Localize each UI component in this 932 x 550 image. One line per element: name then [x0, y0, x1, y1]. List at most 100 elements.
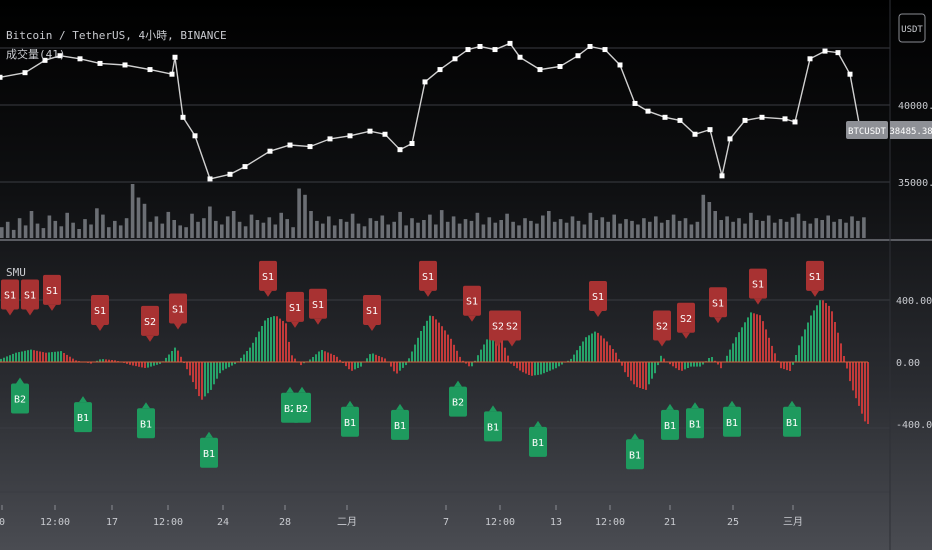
- smu-bar: [129, 362, 131, 365]
- volume-bar: [261, 222, 266, 238]
- smu-bar: [807, 322, 809, 362]
- volume-bar: [624, 219, 628, 238]
- smu-bar: [810, 315, 812, 362]
- currency-badge[interactable]: USDT: [898, 13, 926, 43]
- smu-bar: [459, 356, 461, 362]
- smu-bar: [648, 362, 650, 385]
- price-candle: [77, 56, 83, 62]
- smu-axis[interactable]: 400.00 0.00 -400.00: [896, 296, 932, 431]
- volume-bar: [142, 203, 147, 238]
- smu-bar: [354, 362, 356, 370]
- smu-bar: [240, 357, 242, 362]
- smu-bar: [663, 358, 665, 362]
- smu-bar: [147, 362, 149, 368]
- buy-signal-marker: B2: [293, 386, 311, 423]
- smu-bar: [42, 352, 44, 362]
- smu-bar: [639, 362, 641, 388]
- svg-text:B1: B1: [344, 418, 356, 429]
- volume-bar: [309, 211, 313, 238]
- volume-bar: [124, 218, 129, 238]
- smu-bar: [429, 315, 431, 362]
- smu-bar: [693, 362, 695, 367]
- smu-bar: [660, 355, 662, 362]
- smu-bar: [537, 362, 539, 375]
- smu-bar: [165, 357, 167, 362]
- volume-bar: [505, 213, 509, 238]
- smu-indicator-title: SMU: [6, 266, 26, 279]
- price-candle: [192, 133, 198, 139]
- smu-bar: [126, 362, 128, 364]
- price-candle: [557, 64, 563, 69]
- smu-bar: [849, 362, 851, 382]
- smu-bar: [669, 362, 671, 365]
- volume-bar: [338, 219, 343, 238]
- smu-bar: [855, 362, 857, 399]
- volume-bar: [618, 223, 622, 238]
- volume-bar: [434, 224, 438, 238]
- smu-bar: [345, 362, 347, 367]
- smu-bar: [96, 360, 98, 362]
- smu-bar: [756, 314, 758, 362]
- smu-bar: [834, 322, 836, 362]
- smu-bar: [66, 354, 68, 362]
- price-axis[interactable]: 40000.00 35000.00: [898, 101, 932, 189]
- sell-signal-marker: S1: [309, 288, 327, 325]
- price-candle: [662, 114, 668, 120]
- time-axis[interactable]: 0 12:00 17 12:00 24 28 二月 7 12:00 13 12:00 21 25 三月: [0, 505, 803, 528]
- volume-bar: [17, 218, 22, 238]
- volume-bar: [588, 212, 593, 238]
- buy-signal-marker: B1: [723, 400, 741, 437]
- volume-bar: [523, 218, 527, 238]
- volume-bar: [65, 212, 69, 238]
- smu-bar: [570, 358, 572, 362]
- smu-bar: [348, 362, 350, 370]
- smu-bar: [828, 305, 830, 362]
- svg-text:S1: S1: [592, 292, 604, 303]
- price-candle: [267, 148, 273, 154]
- smu-bar: [219, 362, 221, 374]
- smu-bar: [204, 362, 206, 397]
- buy-signal-marker: B2: [449, 380, 467, 417]
- price-candle: [835, 50, 841, 56]
- volume-bar: [541, 215, 545, 238]
- smu-bar: [156, 362, 158, 365]
- smu-bar: [243, 354, 245, 362]
- smu-bar: [816, 305, 818, 362]
- smu-bar: [408, 358, 410, 362]
- price-candle: [465, 47, 471, 53]
- smu-bar: [198, 362, 200, 397]
- volume-bar: [707, 202, 712, 238]
- smu-bar: [846, 362, 848, 369]
- volume-bar: [695, 221, 700, 238]
- smu-bar: [489, 334, 491, 362]
- volume-bar: [654, 216, 658, 238]
- smu-bar: [636, 362, 638, 388]
- smu-bar: [576, 350, 578, 362]
- smu-bar: [510, 362, 512, 364]
- sell-signal-marker: S1: [169, 293, 187, 330]
- volume-bar: [356, 223, 361, 238]
- price-candle: [422, 79, 428, 85]
- price-candle: [727, 136, 733, 142]
- smu-bar: [420, 331, 422, 362]
- smu-bar: [168, 354, 170, 362]
- svg-text:S1: S1: [262, 272, 274, 283]
- volume-bar: [677, 220, 682, 238]
- svg-text:S1: S1: [422, 272, 434, 283]
- volume-bar: [374, 220, 379, 238]
- smu-bar: [600, 335, 602, 362]
- smu-bar: [396, 362, 398, 374]
- time-tick-label: 25: [727, 517, 739, 528]
- volume-bar: [683, 218, 688, 238]
- smu-bar: [210, 362, 212, 390]
- price-candle: [645, 108, 651, 114]
- volume-bar: [154, 216, 159, 238]
- volume-bar: [243, 226, 248, 238]
- smu-bar: [291, 355, 293, 362]
- svg-text:B2: B2: [452, 398, 464, 409]
- volume-bar: [255, 220, 260, 238]
- smu-bar: [720, 362, 722, 369]
- smu-bar: [450, 338, 452, 363]
- svg-text:B1: B1: [726, 418, 738, 429]
